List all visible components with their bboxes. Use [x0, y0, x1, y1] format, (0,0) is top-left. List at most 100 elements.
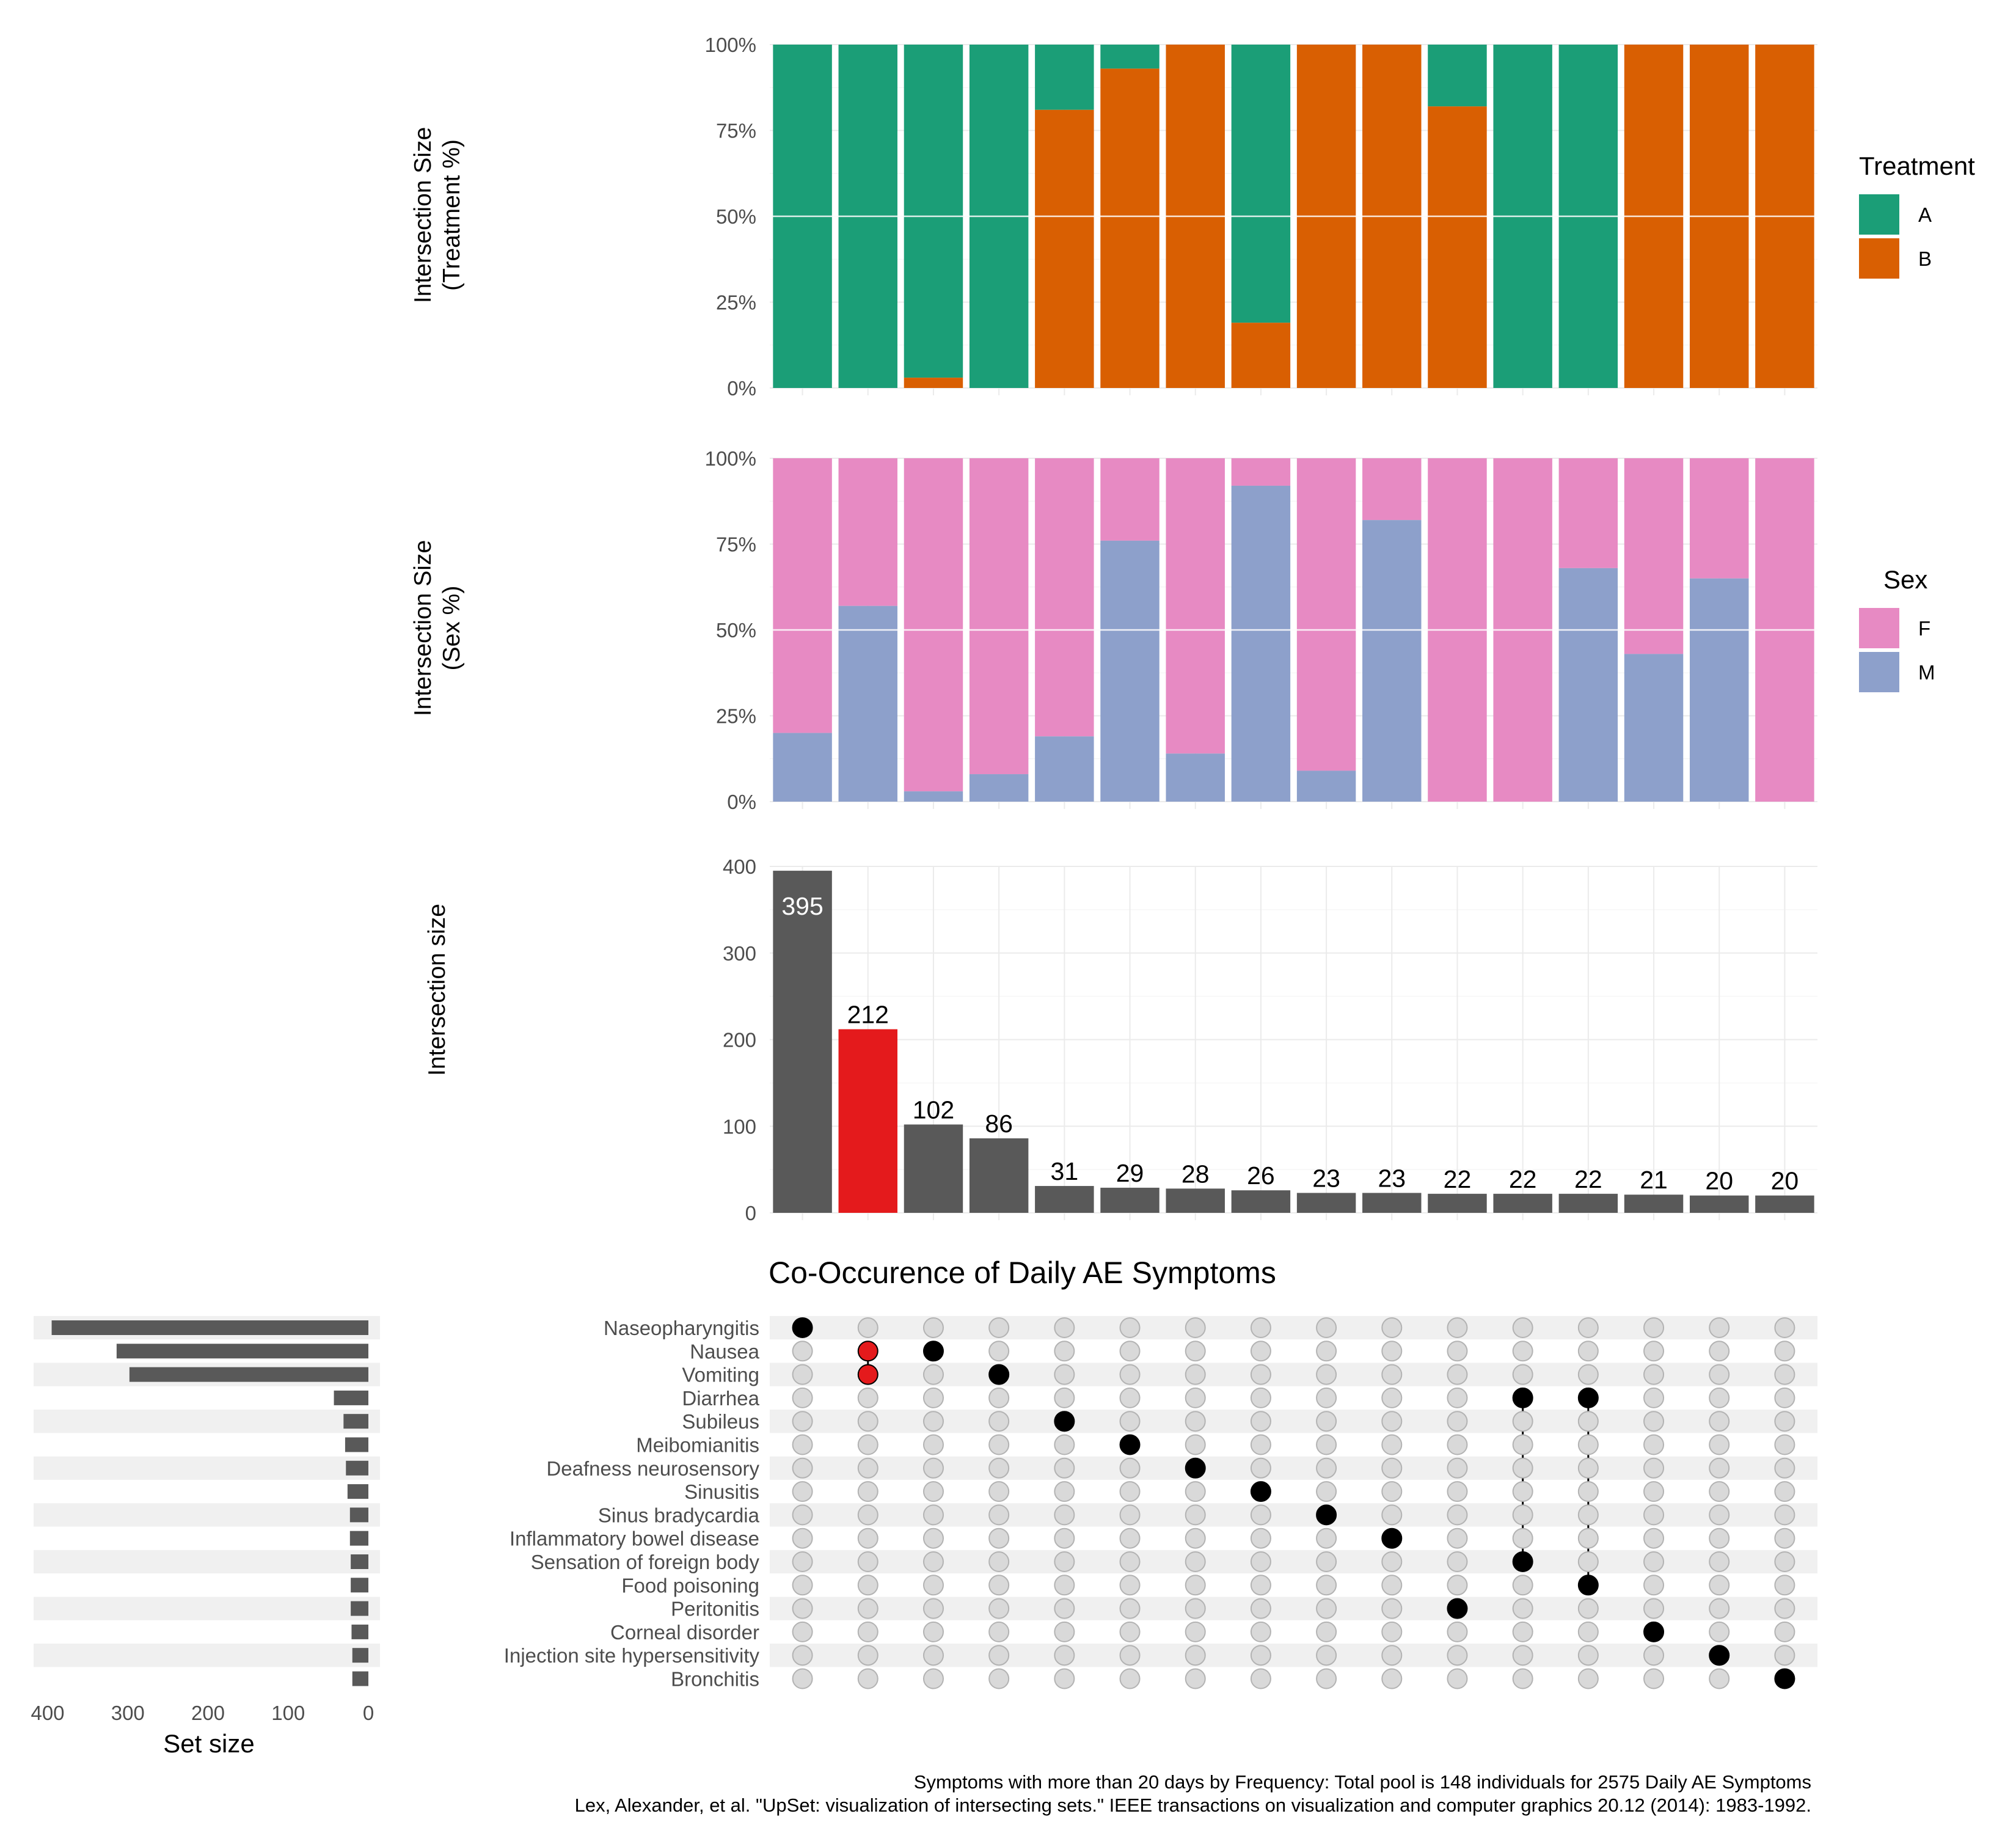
matrix-dot-inactive: [1709, 1621, 1730, 1642]
set-size-bar: [129, 1367, 368, 1382]
set-size-tick-label: 200: [191, 1702, 225, 1724]
sex-bar-lower: [1624, 654, 1684, 802]
matrix-dot-inactive: [1512, 1645, 1533, 1666]
intersection-bar: [838, 1029, 898, 1213]
matrix-dot-inactive: [1577, 1668, 1599, 1689]
matrix-dot-inactive: [1250, 1434, 1271, 1455]
matrix-dot-inactive: [922, 1457, 944, 1479]
set-size-bar: [116, 1344, 368, 1359]
matrix-dot-inactive: [1381, 1598, 1403, 1619]
matrix-dot-inactive: [1119, 1387, 1141, 1408]
set-size-axis-label: Set size: [163, 1729, 254, 1758]
matrix-dot-inactive: [1709, 1504, 1730, 1526]
intersection-bar-label: 86: [985, 1110, 1013, 1138]
matrix-dot-inactive: [792, 1364, 813, 1385]
intersection-bar: [1231, 1190, 1291, 1213]
sex-bar-upper: [1035, 458, 1094, 737]
treatment-bar-lower: [1100, 68, 1160, 389]
sex-bar-upper: [1689, 458, 1749, 579]
matrix-dot-inactive: [988, 1434, 1010, 1455]
treatment-bar-lower: [1231, 323, 1291, 388]
matrix-dot-inactive: [1643, 1551, 1665, 1572]
intersection-bar: [1100, 1187, 1160, 1213]
matrix-dot-inactive: [1774, 1645, 1795, 1666]
matrix-row-stripe: [770, 1644, 1817, 1667]
sex-bar-lower: [1362, 520, 1422, 802]
matrix-dot-inactive: [1709, 1598, 1730, 1619]
matrix-dot-inactive: [1643, 1668, 1665, 1689]
matrix-dot-inactive: [857, 1411, 878, 1432]
matrix-dot-inactive: [1054, 1364, 1075, 1385]
sex-legend-key: [1859, 608, 1899, 648]
set-size-bar: [352, 1648, 368, 1663]
matrix-dot-inactive: [1185, 1668, 1206, 1689]
matrix-dot-inactive: [922, 1528, 944, 1549]
matrix-dot-inactive: [1709, 1481, 1730, 1502]
matrix-dot-inactive: [922, 1575, 944, 1596]
matrix-dot-inactive: [1512, 1621, 1533, 1642]
sex-axis-label-line2: (Sex %): [439, 586, 465, 671]
matrix-dot-inactive: [1185, 1551, 1206, 1572]
matrix-dot-inactive: [1381, 1551, 1403, 1572]
matrix-dot-inactive: [1774, 1411, 1795, 1432]
matrix-dot-inactive: [1512, 1504, 1533, 1526]
matrix-dot-inactive: [1316, 1364, 1337, 1385]
matrix-dot-inactive: [988, 1457, 1010, 1479]
matrix-dot-inactive: [922, 1364, 944, 1385]
matrix-dot-inactive: [1643, 1575, 1665, 1596]
matrix-dot-inactive: [1185, 1528, 1206, 1549]
matrix-dot-inactive: [1709, 1364, 1730, 1385]
matrix-dot-inactive: [1774, 1598, 1795, 1619]
matrix-dot-inactive: [1577, 1481, 1599, 1502]
matrix-dot-active: [1709, 1645, 1730, 1666]
matrix-dot-inactive: [1054, 1575, 1075, 1596]
set-label: Corneal disorder: [610, 1621, 759, 1644]
matrix-row-stripe: [770, 1363, 1817, 1386]
matrix-dot-inactive: [1577, 1528, 1599, 1549]
matrix-dot-inactive: [792, 1457, 813, 1479]
sex-bar-upper: [1558, 458, 1618, 568]
set-size-bar: [351, 1624, 368, 1639]
matrix-dot-inactive: [1643, 1317, 1665, 1338]
matrix-dot-inactive: [1316, 1411, 1337, 1432]
sex-bar-lower: [1035, 736, 1094, 802]
matrix-dot-inactive: [1250, 1551, 1271, 1572]
sex-axis-label-line1: Intersection Size: [410, 540, 436, 716]
matrix-row-stripe: [770, 1549, 1817, 1574]
matrix-dot-inactive: [857, 1668, 878, 1689]
matrix-dot-inactive: [1054, 1645, 1075, 1666]
matrix-dot-active: [1119, 1434, 1141, 1455]
y-tick-label: 0: [745, 1202, 756, 1224]
matrix-dot-inactive: [792, 1575, 813, 1596]
y-tick-label: 400: [723, 855, 756, 878]
matrix-dot-inactive: [1643, 1434, 1665, 1455]
matrix-dot-inactive: [1774, 1387, 1795, 1408]
treatment-bar-lower: [1428, 106, 1487, 388]
matrix-dot-inactive: [792, 1411, 813, 1432]
matrix-dot-inactive: [792, 1551, 813, 1572]
matrix-dot-inactive: [1185, 1317, 1206, 1338]
intersection-bar-label: 395: [781, 892, 823, 920]
matrix-dot-inactive: [1643, 1598, 1665, 1619]
treatment-bar-upper: [904, 45, 963, 378]
matrix-dot-inactive: [1316, 1341, 1337, 1362]
matrix-dot-inactive: [1119, 1668, 1141, 1689]
matrix-dot-inactive: [792, 1341, 813, 1362]
matrix-dot-inactive: [1054, 1551, 1075, 1572]
intersection-bar-label: 20: [1771, 1167, 1799, 1195]
matrix-dot-inactive: [1709, 1387, 1730, 1408]
sex-bar-lower: [1296, 770, 1356, 802]
treatment-bar-upper: [1231, 45, 1291, 323]
sex-bar-lower: [1231, 485, 1291, 802]
matrix-dot-inactive: [1447, 1668, 1468, 1689]
set-label: Nausea: [690, 1340, 759, 1363]
sex-bar-upper: [773, 458, 832, 733]
matrix-dot-inactive: [1512, 1481, 1533, 1502]
matrix-dot-inactive: [1316, 1434, 1337, 1455]
setsize-row-stripe: [34, 1597, 380, 1620]
matrix-dot-inactive: [1774, 1317, 1795, 1338]
matrix-dot-inactive: [1577, 1317, 1599, 1338]
matrix-dot-inactive: [1185, 1598, 1206, 1619]
sex-bar-lower: [904, 791, 963, 802]
sex-bar-lower: [1166, 753, 1225, 802]
